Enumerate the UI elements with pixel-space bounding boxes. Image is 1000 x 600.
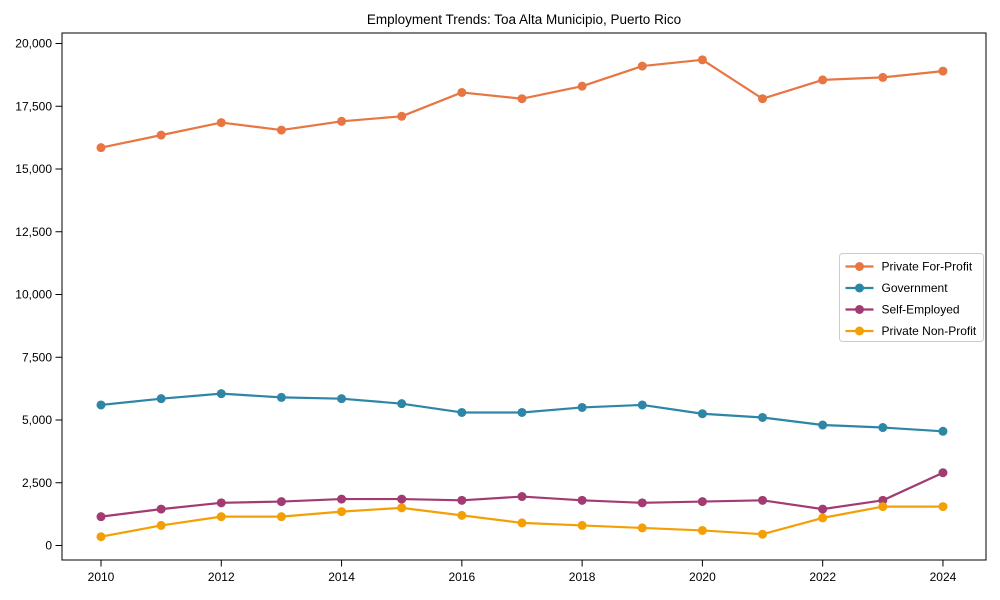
plot-border xyxy=(61,32,987,561)
legend-marker xyxy=(855,262,864,271)
data-point xyxy=(457,510,467,520)
data-point xyxy=(337,507,347,517)
series-lines xyxy=(96,55,948,542)
legend-marker xyxy=(855,283,864,293)
data-point xyxy=(697,409,707,419)
data-point xyxy=(577,81,587,91)
legend: Private For-Profit Government Self-Employe… xyxy=(839,253,984,342)
x-tick-label: 2014 xyxy=(328,570,355,584)
data-point xyxy=(938,66,948,76)
y-tick-label: 0 xyxy=(45,539,52,553)
data-point xyxy=(517,492,527,502)
data-point xyxy=(96,143,106,153)
data-point xyxy=(216,498,226,508)
data-point xyxy=(758,412,768,422)
data-point xyxy=(758,495,768,505)
data-point xyxy=(878,72,888,82)
x-tick-label: 2024 xyxy=(930,570,957,584)
legend-box xyxy=(839,253,984,342)
data-point xyxy=(517,518,527,528)
data-point xyxy=(96,400,106,410)
legend-item: Self-Employed xyxy=(845,303,960,317)
legend-marker xyxy=(855,305,864,314)
data-point xyxy=(337,116,347,126)
legend-label: Private Non-Profit xyxy=(882,324,977,338)
x-axis: 2010 2012 2014 2016 2018 2020 2022 2024 xyxy=(88,560,957,584)
data-point xyxy=(156,394,166,404)
data-point xyxy=(397,494,407,504)
data-point xyxy=(878,495,888,505)
data-point xyxy=(577,402,587,412)
y-axis: 0 2,500 5,000 7,500 10,000 12,500 15,000 17,500… xyxy=(15,37,62,553)
data-point xyxy=(517,407,527,417)
x-tick-label: 2016 xyxy=(448,570,475,584)
y-tick-label: 10,000 xyxy=(15,288,52,302)
x-tick-label: 2020 xyxy=(689,570,716,584)
data-point xyxy=(156,520,166,530)
legend-label: Private For-Profit xyxy=(882,260,973,274)
data-point xyxy=(878,423,888,433)
legend-item: Government xyxy=(845,281,949,295)
data-point xyxy=(216,118,226,128)
data-point xyxy=(938,468,948,478)
data-point xyxy=(276,125,286,135)
x-tick-label: 2010 xyxy=(88,570,115,584)
data-point xyxy=(337,394,347,404)
y-tick-label: 7,500 xyxy=(22,350,52,364)
legend-label: Government xyxy=(882,281,949,295)
data-point xyxy=(938,502,948,512)
data-point xyxy=(758,529,768,539)
data-point xyxy=(637,498,647,508)
data-point xyxy=(818,513,828,523)
data-point xyxy=(96,532,106,542)
data-point xyxy=(397,503,407,513)
y-tick-label: 2,500 xyxy=(22,476,52,490)
data-point xyxy=(397,111,407,121)
data-point xyxy=(156,504,166,514)
legend-item: Private Non-Profit xyxy=(845,324,977,338)
data-point xyxy=(276,512,286,522)
data-point xyxy=(637,400,647,410)
y-tick-label: 15,000 xyxy=(15,162,52,176)
data-point xyxy=(577,520,587,530)
data-point xyxy=(818,75,828,85)
data-point xyxy=(697,497,707,507)
legend-item: Private For-Profit xyxy=(845,260,973,274)
x-tick-label: 2022 xyxy=(809,570,836,584)
data-point xyxy=(216,512,226,522)
y-tick-label: 5,000 xyxy=(22,413,52,427)
data-point xyxy=(697,55,707,65)
data-point xyxy=(457,407,467,417)
x-tick-label: 2018 xyxy=(569,570,596,584)
data-point xyxy=(878,502,888,512)
legend-marker xyxy=(855,326,864,336)
y-tick-label: 20,000 xyxy=(15,37,52,51)
y-tick-label: 17,500 xyxy=(15,99,52,113)
data-point xyxy=(276,497,286,507)
data-point xyxy=(276,392,286,402)
data-point xyxy=(637,523,647,533)
data-point xyxy=(517,94,527,104)
series-line xyxy=(99,58,945,149)
x-tick-label: 2012 xyxy=(208,570,235,584)
data-point xyxy=(216,389,226,399)
y-tick-label: 12,500 xyxy=(15,225,52,239)
chart-title: Employment Trends: Toa Alta Municipio, P… xyxy=(367,12,681,27)
data-point xyxy=(397,399,407,409)
data-point xyxy=(156,130,166,140)
data-point xyxy=(938,426,948,436)
data-point xyxy=(96,512,106,522)
data-point xyxy=(637,61,647,71)
legend-label: Self-Employed xyxy=(882,303,960,317)
data-point xyxy=(457,495,467,505)
data-point xyxy=(577,495,587,505)
data-point xyxy=(818,504,828,514)
data-point xyxy=(697,525,707,535)
data-point xyxy=(457,87,467,97)
data-point xyxy=(818,420,828,430)
data-point xyxy=(758,94,768,104)
data-point xyxy=(337,494,347,504)
